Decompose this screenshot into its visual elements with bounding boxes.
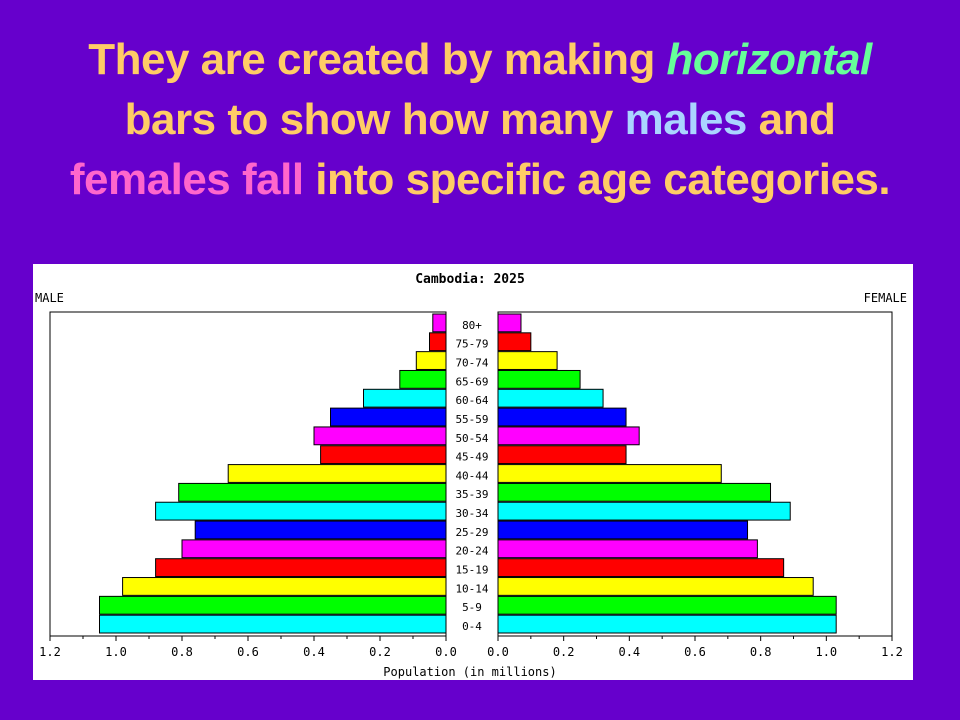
heading-males-word: males <box>624 95 748 144</box>
heading-line-1: They are created by making horizontal <box>0 30 960 90</box>
x-tick-label: 0.8 <box>750 645 772 659</box>
male-bar <box>155 558 447 578</box>
male-bar <box>99 595 447 615</box>
male-bar <box>320 445 447 465</box>
female-bar <box>497 558 785 578</box>
female-bar <box>497 351 558 370</box>
heading-text: and <box>746 95 836 144</box>
heading-text: into specific age categories. <box>303 155 891 204</box>
female-label: FEMALE <box>864 291 907 305</box>
x-tick-label: 0.0 <box>487 645 509 659</box>
female-bar <box>497 577 814 596</box>
female-bar <box>497 520 749 540</box>
x-tick-label: 1.2 <box>881 645 903 659</box>
age-group-label: 25-29 <box>455 526 488 539</box>
heading-females-word: females fall <box>69 155 304 204</box>
chart-title: Cambodia: 2025 <box>415 272 525 287</box>
female-bar <box>497 501 791 521</box>
x-tick-label: 0.8 <box>171 645 193 659</box>
age-group-label: 40-44 <box>455 469 488 482</box>
male-bar <box>155 501 447 521</box>
x-tick-label: 0.2 <box>369 645 391 659</box>
heading-line-3: females fall into specific age categorie… <box>0 150 960 210</box>
age-group-label: 5-9 <box>462 601 482 614</box>
age-group-label: 65-69 <box>455 375 488 388</box>
x-tick-label: 1.0 <box>105 645 127 659</box>
slide-heading: They are created by making horizontal ba… <box>0 30 960 210</box>
x-tick-label: 1.2 <box>39 645 61 659</box>
x-tick-label: 0.6 <box>684 645 706 659</box>
x-axis-label: Population (in millions) <box>383 665 556 679</box>
male-bar <box>432 313 447 333</box>
x-tick-label: 1.0 <box>815 645 837 659</box>
female-bar <box>497 426 640 446</box>
age-group-label: 15-19 <box>455 564 488 577</box>
male-bar <box>99 614 447 634</box>
age-group-label: 60-64 <box>455 394 488 407</box>
female-bar <box>497 407 627 427</box>
age-group-label: 20-24 <box>455 545 488 558</box>
female-bar <box>497 464 722 483</box>
x-tick-label: 0.0 <box>435 645 457 659</box>
male-bar <box>330 407 447 427</box>
age-group-label: 80+ <box>462 319 482 332</box>
x-tick-label: 0.2 <box>553 645 575 659</box>
x-tick-label: 0.6 <box>237 645 259 659</box>
age-group-label: 50-54 <box>455 432 488 445</box>
female-bar <box>497 595 837 615</box>
male-label: MALE <box>35 291 64 305</box>
age-group-label: 30-34 <box>455 507 488 520</box>
heading-text: bars to show how many <box>124 95 625 144</box>
heading-emphasis: horizontal <box>666 35 873 84</box>
female-bar <box>497 445 627 465</box>
male-bar <box>122 577 447 596</box>
female-bar <box>497 369 581 389</box>
female-bar <box>497 313 522 333</box>
male-bar <box>227 464 447 483</box>
age-group-label: 70-74 <box>455 356 488 369</box>
male-bar <box>178 482 447 502</box>
heading-line-2: bars to show how many males and <box>0 90 960 150</box>
age-group-label: 45-49 <box>455 451 488 464</box>
pyramid-svg: Cambodia: 2025 MALE FEMALE Population (i… <box>35 272 907 679</box>
male-bar <box>194 520 447 540</box>
age-group-label: 55-59 <box>455 413 488 426</box>
x-tick-label: 0.4 <box>303 645 325 659</box>
male-bar <box>429 332 447 352</box>
male-bar <box>181 539 447 559</box>
age-group-label: 0-4 <box>462 620 482 633</box>
age-group-label: 35-39 <box>455 488 488 501</box>
heading-text: They are created by making <box>88 35 667 84</box>
female-bar <box>497 614 837 634</box>
female-bar <box>497 539 758 559</box>
male-bar <box>313 426 447 446</box>
female-bar <box>497 332 532 352</box>
male-bar <box>363 388 447 408</box>
female-bar <box>497 388 604 408</box>
female-bar <box>497 482 772 502</box>
population-pyramid-chart: Cambodia: 2025 MALE FEMALE Population (i… <box>33 264 913 680</box>
male-bar <box>399 369 447 389</box>
age-group-label: 75-79 <box>455 338 488 351</box>
age-group-label: 10-14 <box>455 582 488 595</box>
x-tick-label: 0.4 <box>618 645 640 659</box>
male-bar <box>415 351 447 370</box>
